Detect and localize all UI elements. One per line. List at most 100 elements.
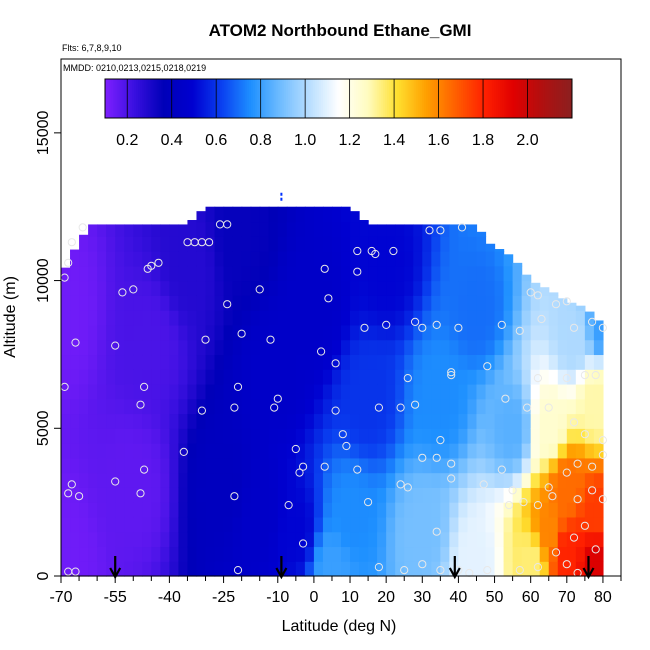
heatmap-cell — [350, 369, 360, 385]
heatmap-cell — [422, 265, 432, 282]
heatmap-cell — [313, 236, 324, 252]
heatmap-cell — [530, 487, 541, 503]
heatmap-cell — [368, 251, 378, 267]
heatmap-cell — [422, 224, 432, 237]
heatmap-cell — [404, 324, 414, 341]
heatmap-cell — [277, 354, 288, 370]
heatmap-cell — [476, 369, 487, 385]
colorbar-segment — [243, 79, 246, 118]
heatmap-cell — [485, 428, 496, 444]
colorbar-segment — [122, 79, 125, 118]
heatmap-cell — [413, 251, 423, 267]
heatmap-cell — [331, 265, 342, 282]
heatmap-cell — [160, 369, 170, 385]
colorbar-segment — [186, 79, 190, 118]
heatmap-cell — [268, 561, 279, 577]
heatmap-cell — [467, 428, 478, 444]
heatmap-cell — [548, 443, 559, 459]
heatmap-cell — [214, 206, 225, 223]
heatmap-cell — [205, 295, 216, 311]
heatmap-cell — [223, 310, 234, 326]
heatmap-cell — [467, 398, 478, 415]
colorbar-segment — [303, 79, 306, 118]
heatmap-cell — [395, 531, 405, 548]
x-tick-label: 80 — [594, 589, 612, 606]
heatmap-cell — [485, 516, 496, 533]
heatmap-cell — [223, 339, 234, 356]
heatmap-cell — [106, 310, 116, 326]
heatmap-cell — [512, 295, 523, 311]
heatmap-cell — [115, 413, 125, 429]
heatmap-cell — [476, 516, 487, 533]
heatmap-cell — [79, 546, 89, 562]
heatmap-cell — [277, 383, 288, 400]
colorbar-segment — [548, 79, 552, 118]
heatmap-cell — [449, 516, 460, 533]
heatmap-cell — [223, 369, 234, 385]
heatmap-cell — [88, 502, 98, 518]
heatmap-cell — [467, 561, 478, 577]
heatmap-cell — [142, 502, 152, 518]
colorbar-segment — [346, 79, 349, 118]
heatmap-cell — [422, 502, 432, 518]
heatmap-cell — [259, 383, 270, 400]
heatmap-cell — [286, 251, 297, 267]
heatmap-cell — [494, 546, 505, 562]
heatmap-cell — [61, 472, 71, 488]
heatmap-cell — [584, 531, 595, 548]
heatmap-cell — [286, 428, 297, 444]
colorbar-segment — [398, 79, 402, 118]
heatmap-cell — [593, 320, 604, 326]
heatmap-cell — [232, 295, 243, 311]
heatmap-cell — [205, 502, 216, 518]
heatmap-cell — [169, 310, 180, 326]
heatmap-cell — [350, 413, 360, 429]
heatmap-cell — [313, 457, 324, 474]
heatmap-cell — [169, 280, 180, 296]
heatmap-cell — [277, 443, 288, 459]
observation-point — [588, 317, 597, 326]
heatmap-cell — [232, 546, 243, 562]
heatmap-cell — [404, 443, 414, 459]
heatmap-cell — [539, 516, 550, 533]
heatmap-cell — [214, 472, 225, 488]
heatmap-cell — [187, 413, 198, 429]
x-axis-label: Latitude (deg N) — [282, 618, 397, 635]
heatmap-cell — [458, 251, 469, 267]
heatmap-cell — [115, 236, 125, 252]
observation-point — [317, 347, 326, 356]
colorbar-segment — [217, 79, 221, 118]
heatmap-cell — [196, 265, 207, 282]
heatmap-cell — [521, 369, 532, 385]
observation-point — [360, 323, 369, 332]
colorbar-segment — [507, 79, 511, 118]
heatmap-cell — [295, 516, 306, 533]
heatmap-cell — [458, 472, 469, 488]
colorbar-segment — [225, 79, 229, 118]
heatmap-cell — [476, 443, 487, 459]
colorbar-frame — [104, 78, 573, 119]
heatmap-cell — [449, 224, 460, 237]
heatmap-cell — [106, 487, 116, 503]
heatmap-cell — [458, 236, 469, 252]
heatmap-cell — [169, 502, 180, 518]
colorbar-segment — [449, 79, 452, 118]
heatmap-cell — [214, 398, 225, 415]
heatmap-cell — [142, 265, 152, 282]
heatmap-cell — [458, 546, 469, 562]
heatmap-cell — [331, 251, 342, 267]
heatmap-cell — [521, 398, 532, 415]
heatmap-cell — [521, 310, 532, 326]
heatmap-cell — [476, 231, 487, 237]
heatmap-cell — [322, 310, 333, 326]
heatmap-cell — [88, 295, 98, 311]
heatmap-cell — [485, 295, 496, 311]
heatmap-cell — [277, 561, 288, 577]
observation-point — [342, 441, 351, 451]
colorbar-segment — [215, 79, 219, 118]
heatmap-cell — [133, 224, 143, 237]
heatmap-cell — [151, 369, 161, 385]
heatmap-cell — [557, 413, 568, 429]
heatmap-cell — [313, 472, 324, 488]
heatmap-cell — [97, 487, 107, 503]
